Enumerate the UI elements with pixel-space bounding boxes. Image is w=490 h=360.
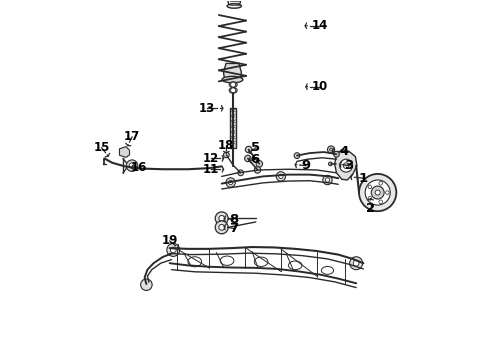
Circle shape xyxy=(371,186,384,199)
Circle shape xyxy=(231,88,236,93)
Text: 14: 14 xyxy=(312,19,328,32)
Ellipse shape xyxy=(222,76,243,83)
Circle shape xyxy=(294,153,300,158)
Circle shape xyxy=(223,152,229,158)
Circle shape xyxy=(238,170,244,176)
Text: 4: 4 xyxy=(339,145,348,158)
Circle shape xyxy=(323,175,332,185)
Ellipse shape xyxy=(227,4,242,8)
Text: 15: 15 xyxy=(94,141,110,154)
Text: 6: 6 xyxy=(250,153,260,166)
Circle shape xyxy=(219,216,224,221)
Text: 13: 13 xyxy=(198,102,215,115)
Text: 10: 10 xyxy=(312,80,328,93)
Circle shape xyxy=(375,190,380,195)
Circle shape xyxy=(219,225,224,230)
Circle shape xyxy=(276,172,286,181)
Circle shape xyxy=(359,174,396,211)
Circle shape xyxy=(171,247,176,253)
Text: 3: 3 xyxy=(344,159,354,172)
Circle shape xyxy=(334,151,339,157)
Circle shape xyxy=(254,167,261,173)
Polygon shape xyxy=(120,147,129,157)
Circle shape xyxy=(368,185,371,189)
Circle shape xyxy=(231,82,236,87)
Circle shape xyxy=(167,243,180,256)
Circle shape xyxy=(279,174,283,179)
Polygon shape xyxy=(228,0,241,6)
Circle shape xyxy=(228,180,233,185)
Circle shape xyxy=(215,221,228,234)
Circle shape xyxy=(129,163,135,168)
Circle shape xyxy=(226,178,235,187)
Text: 1: 1 xyxy=(359,172,368,185)
Text: 12: 12 xyxy=(203,152,219,165)
Circle shape xyxy=(325,178,330,182)
Ellipse shape xyxy=(229,87,237,93)
Circle shape xyxy=(215,212,228,225)
Circle shape xyxy=(353,260,359,266)
Circle shape xyxy=(350,257,363,270)
Ellipse shape xyxy=(329,162,332,166)
FancyBboxPatch shape xyxy=(230,108,236,148)
Text: 19: 19 xyxy=(162,234,178,247)
Polygon shape xyxy=(335,149,357,180)
Circle shape xyxy=(245,155,251,162)
Circle shape xyxy=(245,146,252,153)
Circle shape xyxy=(256,161,263,167)
Ellipse shape xyxy=(229,82,237,87)
Circle shape xyxy=(365,180,390,205)
Text: 8: 8 xyxy=(229,213,238,226)
Polygon shape xyxy=(223,63,242,80)
Circle shape xyxy=(343,163,349,168)
Text: 9: 9 xyxy=(301,159,311,172)
Circle shape xyxy=(327,146,335,153)
Circle shape xyxy=(141,279,152,291)
Circle shape xyxy=(379,181,383,185)
Text: 7: 7 xyxy=(229,222,238,235)
Text: 18: 18 xyxy=(218,139,235,152)
Text: 5: 5 xyxy=(251,141,260,154)
Circle shape xyxy=(386,191,389,194)
Circle shape xyxy=(126,160,138,171)
Text: 16: 16 xyxy=(130,161,147,174)
Text: 17: 17 xyxy=(124,130,140,144)
Text: 11: 11 xyxy=(203,163,219,176)
Circle shape xyxy=(368,197,371,200)
Text: 2: 2 xyxy=(366,202,375,215)
Circle shape xyxy=(379,200,383,203)
Circle shape xyxy=(340,159,353,172)
